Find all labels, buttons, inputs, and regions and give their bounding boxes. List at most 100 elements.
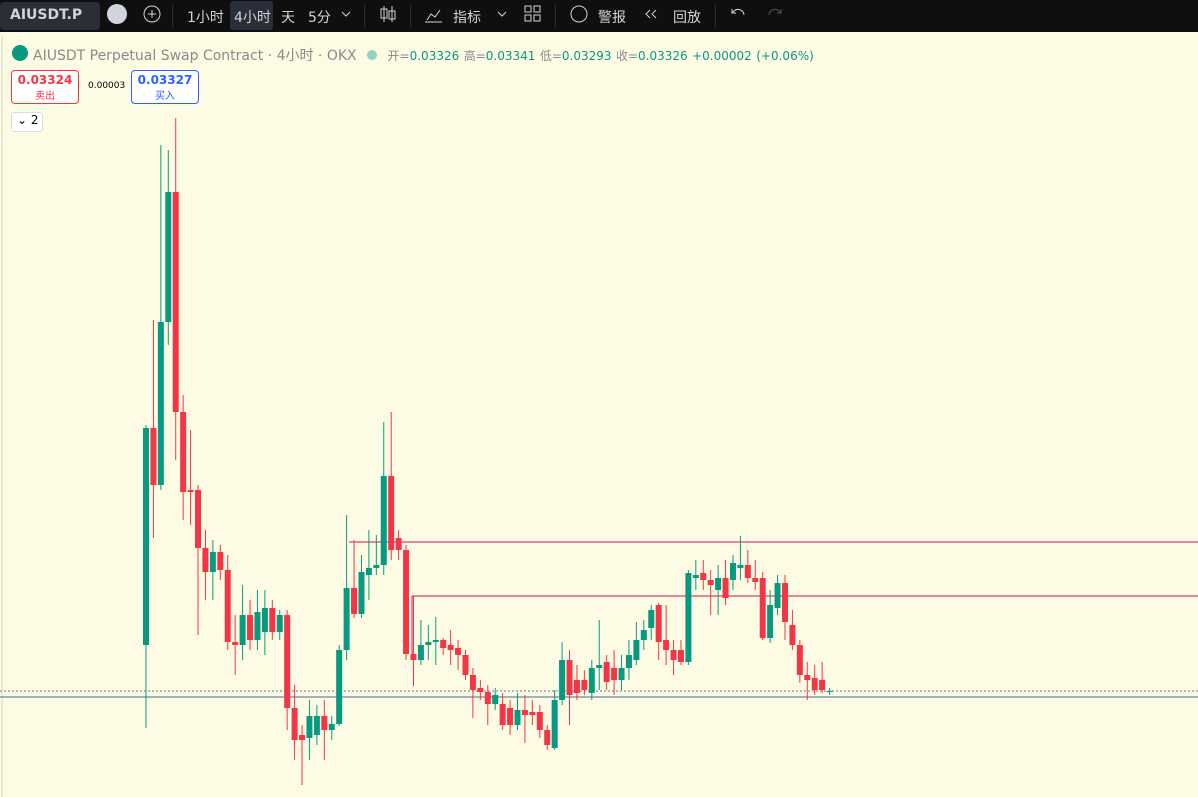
legend-interval: 4小时 (276, 48, 314, 64)
candle-body (737, 565, 744, 568)
candle-body (403, 550, 410, 654)
candle-body (707, 580, 714, 585)
candle-body (774, 583, 781, 608)
candle-body (573, 680, 580, 693)
candle-body (722, 578, 729, 598)
candle-body (677, 650, 684, 662)
active-interval (230, 1, 273, 30)
separator (172, 5, 173, 27)
candle-body (655, 605, 662, 642)
interval[interactable]: 4小时 (234, 10, 271, 26)
buy-button[interactable]: 0.03327 买入 (131, 70, 199, 104)
candle-body (648, 610, 655, 628)
candle-body (759, 578, 766, 638)
candle-body (284, 615, 291, 708)
interval[interactable]: 天 (281, 10, 295, 26)
candle-body (165, 192, 172, 322)
layout-icon[interactable] (524, 5, 541, 22)
candle-body (729, 563, 736, 580)
candle-body (715, 578, 722, 590)
interval[interactable]: 1小时 (187, 10, 224, 26)
sell-label: 卖出 (35, 91, 55, 102)
alert-icon[interactable] (570, 5, 588, 23)
candle-body (781, 583, 788, 622)
candle-body (388, 476, 395, 550)
status-dot (367, 50, 378, 60)
symbol[interactable]: AIUSDT.P (10, 7, 83, 23)
toolbar: AIUSDT.P 1小时 4小时 天 5分 指标 警报 回放 (0, 0, 1198, 32)
candle-body (559, 660, 566, 700)
alerts-button[interactable]: 警报 (598, 10, 626, 26)
candle-body (819, 680, 826, 690)
logo (12, 45, 28, 61)
candle-body (410, 654, 417, 660)
indicator-icon[interactable] (425, 9, 442, 23)
candle-body (477, 688, 484, 692)
candle-body (596, 665, 603, 668)
candle-body (692, 575, 699, 578)
ohlc-value: 0.03293 (561, 49, 612, 63)
candle-body (425, 642, 432, 645)
candle-body (469, 675, 476, 690)
candle-body (239, 615, 246, 645)
indicator-count: 2 (30, 113, 39, 127)
candle-body (700, 573, 707, 580)
icon[interactable] (107, 4, 127, 24)
legend-exchange: OKX (326, 48, 357, 64)
candle-body (611, 668, 618, 680)
legend: AIUSDT Perpetual Swap Contract · 4小时 · O… (33, 48, 814, 64)
candle-body (276, 615, 283, 632)
ohlc-label: 收= (615, 49, 639, 63)
candle-body (566, 660, 573, 695)
spread: 0.00003 (88, 81, 126, 91)
candle-body (395, 538, 402, 550)
candle-icon[interactable] (383, 6, 393, 22)
ohlc-value: 0.03326 (409, 49, 460, 63)
candle-body (685, 573, 692, 662)
redo[interactable] (768, 8, 782, 16)
candle-body (811, 678, 818, 690)
undo[interactable] (731, 8, 745, 16)
legend-title: AIUSDT Perpetual Swap Contract (33, 48, 264, 64)
candle-body (499, 704, 506, 725)
buy-label: 买入 (155, 91, 175, 102)
indicator-toggle[interactable]: ⌄ 2 (11, 112, 43, 132)
candle-body (633, 640, 640, 660)
icons (107, 1, 782, 30)
candle-body (336, 650, 343, 724)
candle-body (224, 570, 231, 642)
candle-body (581, 680, 588, 690)
indicators-button[interactable]: 指标 (453, 10, 481, 26)
candle-body (789, 625, 796, 645)
chevron[interactable] (497, 11, 507, 17)
candle-body (291, 708, 298, 740)
candle-body (536, 712, 543, 730)
logo (12, 45, 28, 61)
candle-body (187, 490, 194, 492)
ohlc-label: 高= (463, 49, 486, 63)
candle-body (514, 710, 521, 725)
replay-icon[interactable] (645, 9, 657, 19)
candle-body (269, 608, 276, 632)
candle-body (767, 605, 774, 638)
candle-body (618, 668, 625, 680)
candle-body (492, 695, 499, 704)
change: +0.00002 (692, 49, 752, 63)
candle-body (306, 716, 313, 738)
separator (364, 5, 365, 27)
change-percent: (+0.06%) (756, 49, 814, 63)
chevron[interactable] (341, 11, 351, 17)
symbol-box[interactable] (0, 2, 100, 30)
candle-body (507, 708, 514, 725)
candle-body (440, 640, 447, 648)
sell-button[interactable]: 0.03324 卖出 (11, 70, 79, 104)
separator (715, 5, 716, 27)
replay-button[interactable]: 回放 (673, 10, 701, 26)
candle-body (195, 490, 202, 548)
interval[interactable]: 5分 (308, 10, 331, 26)
candles (143, 118, 833, 785)
add-icon[interactable] (143, 5, 161, 23)
candle-icon (380, 8, 388, 19)
candle-body (180, 412, 187, 492)
